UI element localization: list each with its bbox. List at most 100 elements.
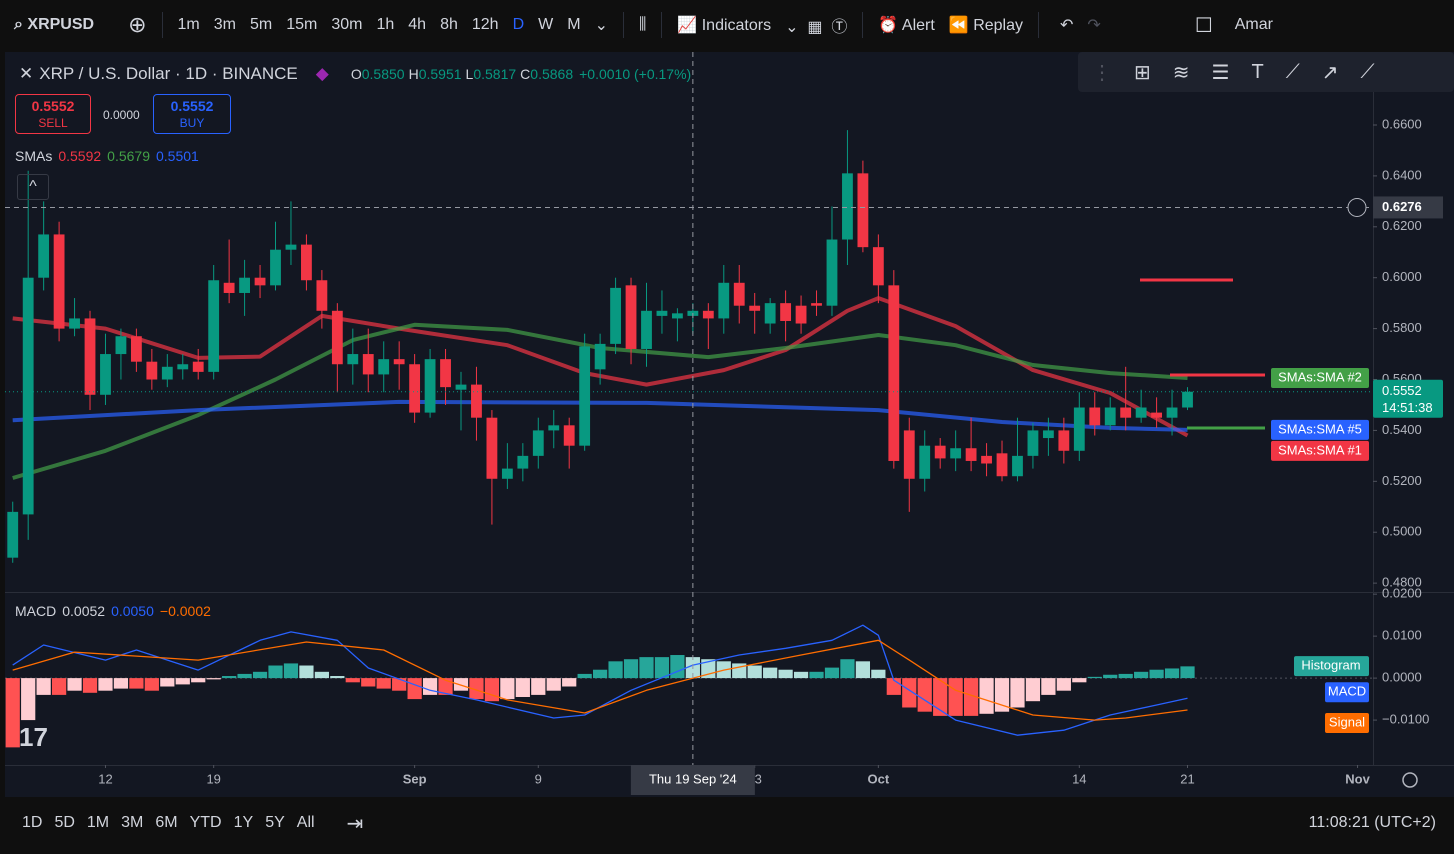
y-tick-label: 0.5800 [1382, 320, 1422, 335]
interval-button[interactable]: 1m [177, 16, 200, 33]
crosshair-price: 0.6276 [1382, 199, 1422, 214]
histogram-bar [948, 678, 963, 716]
interval-button[interactable]: 8h [440, 16, 458, 33]
histogram-bar [160, 678, 175, 687]
interval-button[interactable]: D [512, 16, 525, 33]
tool[interactable]: ↗ [1321, 61, 1339, 84]
separator [1038, 12, 1039, 38]
tool[interactable]: ⟋ [1360, 60, 1375, 83]
x-tick-label: 19 [206, 771, 220, 786]
redo-button[interactable]: ↷ [1087, 17, 1101, 34]
buy-button[interactable]: 0.5552 BUY [153, 94, 231, 134]
ohlc: O0.5850 H0.5951 L0.5817 C0.5868 [347, 66, 573, 82]
date-range-button[interactable]: ⇥ [346, 812, 364, 835]
indicator-line [12, 639, 1188, 721]
interval-button[interactable]: 30m [331, 16, 363, 33]
histogram-bar [623, 659, 639, 679]
candle-body [146, 361, 158, 380]
range-button[interactable]: 1M [86, 814, 110, 831]
symbol-search[interactable]: ⌕ XRPUSD [14, 16, 95, 33]
add-button [1347, 197, 1367, 217]
sma-name: SMAs [15, 148, 53, 164]
interval-button[interactable]: 4h [408, 16, 427, 33]
collapse-button[interactable]: ^ [17, 174, 49, 200]
compare-button[interactable]: ⊕ [128, 12, 147, 37]
range-button[interactable]: 1Y [233, 814, 254, 831]
histogram-bar [732, 663, 747, 679]
ohlc-label: H [408, 66, 419, 82]
spread: 0.0000 [103, 108, 140, 122]
range-button[interactable]: YTD [189, 814, 222, 831]
candle-body [471, 384, 482, 418]
candle-body [161, 366, 173, 380]
candle-body [1073, 407, 1085, 451]
range-button[interactable]: 6M [155, 814, 178, 831]
candle-body [1135, 407, 1147, 418]
indicators-button[interactable]: 📈 Indicators [677, 17, 772, 34]
drawing-toolbar: ⋮ ⊞ ≋ ☰ T ⟋ ↗ ⟋ [1078, 52, 1454, 92]
replay-button[interactable]: ⏪ Replay [948, 17, 1023, 34]
histogram-bar [917, 678, 932, 712]
candle-body [718, 282, 730, 319]
histogram-bar [763, 667, 778, 679]
label-box [1294, 656, 1369, 677]
tool[interactable]: T [1251, 60, 1264, 83]
candle-body [996, 453, 1008, 477]
interval-button[interactable]: 15m [286, 16, 318, 33]
candle-body [1058, 430, 1070, 451]
candle-body [981, 455, 992, 464]
y-tick-label: 0.6000 [1382, 269, 1422, 284]
more-intervals[interactable]: ⌄ [594, 17, 608, 34]
range-button[interactable]: 5Y [265, 814, 285, 831]
tool[interactable]: ≋ [1172, 61, 1190, 84]
tool[interactable]: ⊞ [1134, 61, 1151, 84]
tool[interactable]: ⟋ [1285, 60, 1300, 83]
undo-button[interactable]: ↶ [1060, 17, 1074, 34]
interval-button[interactable]: 3m [213, 16, 236, 33]
crosshair-date: Thu 19 Sep '24 [649, 771, 737, 786]
close-icon[interactable]: ✕ [19, 64, 34, 83]
drag-handle[interactable]: ⋮ [1092, 61, 1112, 84]
histogram-bar [1072, 678, 1087, 683]
candle-body [950, 448, 962, 459]
histogram-bar [299, 665, 314, 679]
interval-button[interactable]: M [567, 16, 581, 33]
histogram-bar [484, 678, 500, 702]
series-label: Signal [1329, 714, 1365, 729]
candle-body [671, 313, 683, 319]
interval-button[interactable]: W [538, 16, 554, 33]
range-button[interactable]: 3M [121, 814, 144, 831]
alert-button[interactable]: ⏰ Alert [878, 17, 935, 34]
histogram-bar [422, 678, 438, 695]
histogram-bar [515, 678, 530, 697]
histogram-bar [113, 678, 129, 689]
settings-icon [1402, 772, 1418, 788]
histogram-label: Histogram [1301, 658, 1360, 673]
price-label-box [1373, 379, 1443, 418]
candle-body [254, 277, 266, 286]
histogram-bar [453, 678, 469, 691]
interval-button[interactable]: 1h [376, 16, 395, 33]
candle-body [795, 305, 807, 324]
range-button[interactable]: 1D [22, 814, 43, 831]
candle-body [934, 445, 946, 459]
tool[interactable]: ☰ [1211, 61, 1230, 84]
y-tick-label: 0.6200 [1382, 218, 1422, 233]
histogram-bar [237, 673, 252, 679]
histogram-bar [191, 678, 206, 683]
range-button[interactable]: 5D [54, 814, 75, 831]
interval-button[interactable]: 5m [250, 16, 273, 33]
histogram-bar [330, 676, 345, 679]
chart-type-button[interactable]: ⫼ [638, 16, 647, 33]
candle-body [22, 277, 34, 515]
range-button[interactable]: All [296, 814, 315, 831]
interval-button[interactable]: 12h [471, 16, 499, 33]
y-tick-label: 0.5200 [1382, 473, 1422, 488]
histogram-bar [979, 678, 994, 714]
candle-body [208, 280, 220, 372]
crosshair-price-box [1373, 196, 1443, 219]
sell-button[interactable]: 0.5552 SELL [15, 94, 91, 134]
layouts-button[interactable]: ⌄ ▦ Ⓣ [785, 19, 848, 36]
fullscreen-button[interactable]: ☐ [1194, 14, 1213, 37]
candle-body [563, 425, 575, 446]
